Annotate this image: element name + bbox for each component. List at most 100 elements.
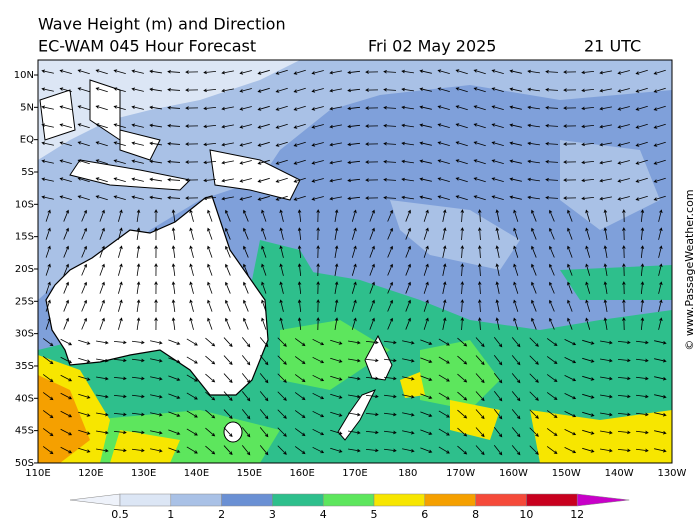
wave-arrow [567,317,573,330]
wave-arrow [419,105,432,110]
wave-arrow [242,281,249,294]
wave-arrow [401,87,414,92]
wave-arrow [546,392,558,401]
wave-arrow [455,69,468,75]
wave-arrow [239,70,252,75]
wave-arrows [41,69,667,456]
wave-arrow [457,337,468,347]
wave-arrow [599,178,612,183]
wave-arrow [405,245,411,258]
wave-arrow [653,195,666,201]
wave-arrow [658,209,663,222]
wave-arrow [81,263,88,276]
wave-arrow [239,88,252,93]
wave-arrow [99,227,105,240]
wave-arrow [387,317,394,330]
wave-arrow [635,430,649,435]
wave-arrow [45,227,51,240]
wave-arrow [241,355,251,366]
wave-arrow [131,69,144,74]
wave-arrow [168,429,181,435]
wave-arrow [239,160,252,165]
wave-arrow [275,105,288,111]
colorbar-label: 3 [269,508,276,521]
wave-arrow [293,159,306,165]
wave-arrow [351,209,357,222]
wave-arrow [509,69,522,74]
wave-arrow [167,105,181,110]
wave-arrow [442,317,447,330]
wave-arrow [78,339,91,345]
wave-arrow [96,430,109,435]
wave-arrow [257,123,270,129]
wave-arrow [207,299,213,312]
wave-arrow [640,263,645,277]
wave-arrow [347,124,361,129]
wave-arrow [509,195,522,200]
wave-arrow [118,263,123,276]
wave-arrow [60,446,73,454]
wave-arrow [41,123,54,128]
wave-arrow [95,159,108,165]
wave-arrow [545,87,559,92]
wave-arrow [511,409,521,420]
wave-arrow [658,263,663,276]
wave-arrow [365,70,379,74]
wave-arrow [513,209,519,222]
wave-arrow [131,376,145,381]
wave-arrow [460,209,465,223]
wave-arrow [401,69,414,74]
colorbar-segment [119,493,172,507]
wave-arrow [640,245,645,259]
wave-arrow [63,245,70,258]
wave-arrow [224,263,231,276]
wave-arrow [475,409,485,420]
colorbar-segment [221,493,273,507]
wave-arrow [277,427,287,437]
wave-arrow [347,160,361,165]
wave-arrow [77,141,90,147]
wave-arrow [653,69,666,75]
wave-arrow [509,177,522,182]
wave-arrow [224,227,231,240]
wave-arrow [59,141,72,146]
wave-arrow [438,374,450,382]
wave-arrow [564,411,577,418]
wave-arrow [334,281,339,294]
wave-arrow [241,409,251,420]
wave-arrow [545,177,559,182]
wave-arrow [473,177,486,183]
wave-arrow [387,281,394,294]
wave-arrow [365,106,379,110]
wave-arrow [567,209,573,222]
wave-arrow [171,317,176,330]
wave-arrow [329,70,342,75]
colorbar-high [576,493,630,507]
wave-arrow [531,263,537,276]
wave-arrow [438,446,450,454]
wave-arrow [118,281,123,294]
wave-arrow [312,410,325,418]
wave-arrow [329,178,342,183]
wave-arrow [564,429,577,436]
wave-arrow [205,391,216,401]
wave-arrow [531,227,537,240]
colorbar-segment [475,493,527,507]
wave-arrow [477,263,482,277]
wave-arrow [383,87,397,92]
wave-arrow [423,317,429,330]
wave-arrow [365,430,379,435]
wave-arrow [365,376,379,381]
wave-arrow [259,391,269,402]
wave-arrow [401,123,414,128]
wave-arrow [495,227,500,240]
wave-arrow [654,394,667,399]
wave-arrow [582,357,595,363]
wave-arrow [294,428,306,437]
wave-arrow [275,195,288,201]
wave-arrow [437,195,450,200]
wave-arrow [383,123,397,128]
wave-arrow [423,281,429,294]
wave-arrow [423,245,429,258]
wave-arrow [365,448,379,453]
